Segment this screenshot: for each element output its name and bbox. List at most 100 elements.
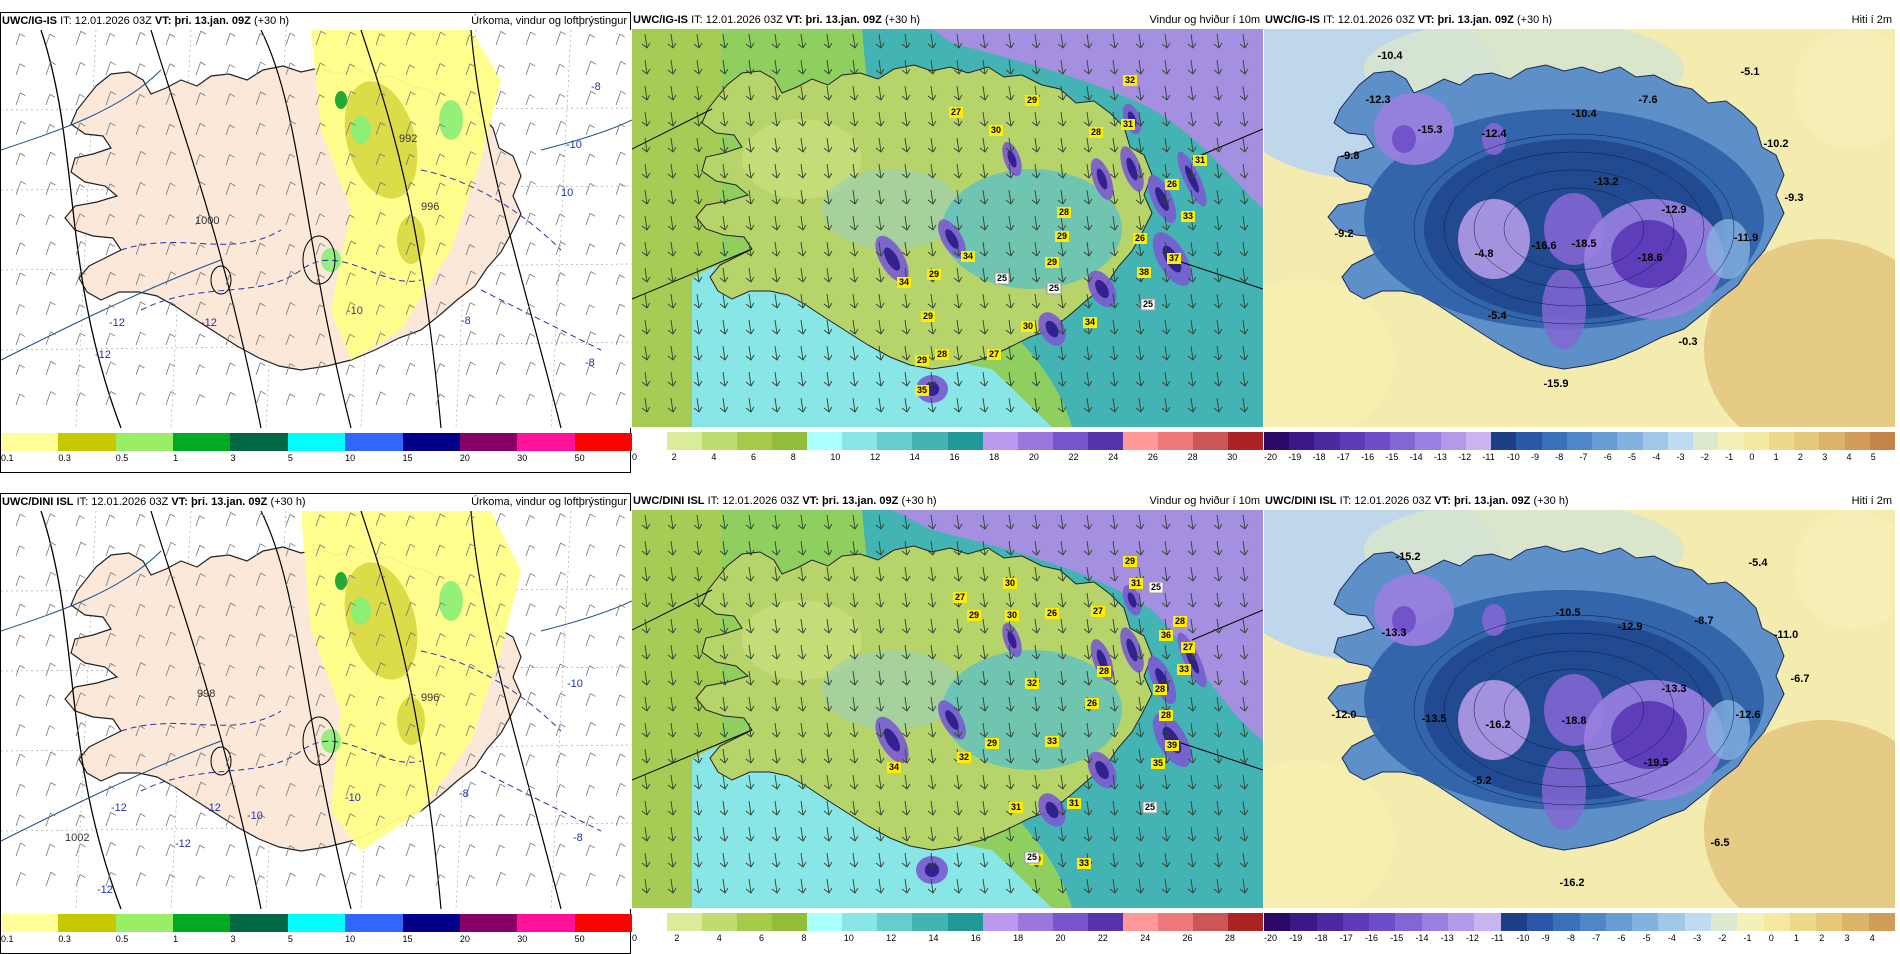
legend-tick-label: 2: [671, 452, 677, 462]
legend-swatch: [115, 914, 174, 932]
temperature-label: -13.3: [1381, 627, 1406, 639]
legend-tick-label: 1: [173, 453, 179, 463]
contour-label: -8: [459, 788, 469, 800]
legend-swatch: [287, 433, 346, 451]
legend-tick-label: 0.3: [58, 934, 71, 944]
legend-swatch: [1122, 913, 1159, 931]
wind-gust-label: 35: [1151, 758, 1165, 769]
legend-swatch: [459, 433, 518, 451]
svg-text:37: 37: [1169, 253, 1179, 263]
temperature-label: -7.6: [1639, 94, 1658, 106]
legend-tick-label: -19: [1288, 452, 1302, 462]
svg-text:26: 26: [1047, 608, 1057, 618]
legend-swatch: [1526, 913, 1554, 931]
map-canvas: -15.2 -5.4 -13.3 -8.7 -10.5 -12.9 -11.0 -12.0 -1…: [1264, 510, 1895, 908]
wind-gust-label: 29: [921, 311, 935, 322]
legend-tick-label: 5: [287, 453, 293, 463]
legend-tick-label: 26: [1182, 933, 1193, 943]
legend-swatch: [842, 432, 878, 450]
legend-swatch: [1157, 913, 1194, 931]
legend-tick-label: 5: [1870, 452, 1876, 462]
forecast-panel-wind: UWC/DINI ISL IT: 12.01.2026 03Z VT: þri.…: [632, 493, 1264, 954]
legend-swatch: [1541, 432, 1568, 450]
temperature-label: -19.5: [1643, 757, 1668, 769]
legend-tick-label: 0: [1768, 933, 1774, 943]
map-precip[interactable]: -10 -12 -12 -10 -8 -8 1002 998 -12 -10 996 -12: [1, 511, 632, 909]
legend-swatch: [807, 913, 843, 931]
legend-swatch: [574, 914, 633, 932]
legend-tick-label: 10: [345, 934, 356, 944]
legend-tick-label: 22: [1068, 452, 1079, 462]
map-temp[interactable]: -15.2 -5.4 -13.3 -8.7 -10.5 -12.9 -11.0 -12.0 -1…: [1264, 510, 1895, 908]
legend-tick-label: -11: [1491, 933, 1504, 943]
legend-ticks: 0 2 4 6 8 10 12 14 16 18 20 22 24 26 28: [632, 933, 1263, 947]
svg-text:27: 27: [989, 349, 999, 359]
wind-gust-label: 25: [1148, 581, 1164, 594]
wind-gust-label: 34: [897, 277, 911, 288]
legend-tick-label: -11: [1482, 452, 1495, 462]
legend-tick-label: 30: [517, 453, 528, 463]
temperature-label: -13.2: [1593, 176, 1618, 188]
legend-tick-label: -2: [1718, 933, 1727, 943]
valid-time-label: VT:: [785, 14, 803, 26]
wind-gust-label: 27: [987, 349, 1001, 360]
legend-swatch: [877, 432, 913, 450]
map-wind[interactable]: 29 31 25 30 27 29 30 26 27 28 36 27 33 28 32 28 26 34 32 33…: [632, 510, 1263, 908]
valid-time-value: þri. 13.jan. 09Z: [805, 14, 882, 26]
legend-swatch: [1316, 913, 1344, 931]
wind-gust-label: 25: [1140, 298, 1156, 311]
svg-text:35: 35: [1153, 758, 1163, 768]
svg-text:25: 25: [1027, 852, 1037, 862]
legend-tick-label: 10: [830, 452, 841, 462]
legend-swatch: [1693, 432, 1719, 450]
temperature-label: -10.2: [1763, 138, 1788, 150]
valid-time-label: VT:: [154, 15, 172, 27]
temperature-label: -9.3: [1785, 192, 1804, 204]
legend-tick-label: -12: [1458, 452, 1472, 462]
wind-gust-label: 30: [1021, 321, 1035, 332]
svg-text:29: 29: [1027, 95, 1037, 105]
map-temp[interactable]: -10.4 -12.3 -15.3 -9.8 -12.4 -10.4 -7.6 -5.1 -10…: [1264, 29, 1895, 427]
legend-swatch: [1794, 432, 1820, 450]
svg-text:31: 31: [1011, 802, 1021, 812]
wind-gust-label: 34: [961, 251, 975, 262]
map-wind[interactable]: 32 27 29 30 28 31 31 26 33 28 34 29 34 29 25 26 37 38 29 30…: [632, 29, 1263, 427]
wind-gust-label: 32: [957, 752, 971, 763]
legend-swatch: [632, 432, 668, 450]
panel-title: Úrkoma, vindur og loftþrýstingur: [471, 15, 627, 27]
temperature-label: -18.8: [1561, 715, 1586, 727]
legend-swatch: [1642, 432, 1669, 450]
legend-swatch: [1264, 432, 1290, 450]
temperature-label: -12.9: [1617, 621, 1642, 633]
legend-tick-label: 3: [1844, 933, 1850, 943]
wind-gust-label: 29: [915, 355, 929, 366]
legend-tick-label: 2: [1819, 933, 1825, 943]
legend-tick-label: 0.1: [1, 453, 14, 463]
init-time-value: 12.01.2026 03Z: [722, 495, 800, 507]
contour-label: -10: [347, 305, 363, 317]
forecast-panel-precip: UWC/IG-IS IT: 12.01.2026 03Z VT: þri. 13…: [0, 12, 633, 473]
legend-tick-label: -3: [1676, 452, 1685, 462]
wind-gust-label: 31: [1009, 802, 1023, 813]
legend-swatch: [1516, 432, 1543, 450]
legend-ticks: 0 2 4 6 8 10 12 14 16 18 20 22 24 26 28 30: [632, 452, 1263, 466]
temperature-label: -16.6: [1531, 240, 1556, 252]
svg-text:27: 27: [1183, 642, 1193, 652]
wind-gust-label: 28: [1089, 127, 1103, 138]
temperature-label: -0.3: [1679, 336, 1698, 348]
legend-tick-label: -8: [1555, 452, 1564, 462]
legend-ticks: 0.1 0.3 0.5 1 3 5 10 15 20 30 50: [1, 934, 632, 948]
legend-tick-label: 1: [1773, 452, 1779, 462]
legend-tick-label: -9: [1541, 933, 1550, 943]
svg-text:31: 31: [1131, 578, 1141, 588]
map-canvas: -8 -10 -12 -12 -10 -8 -8 10 1000 996 992 -12: [1, 30, 632, 428]
legend-swatch: [1566, 432, 1593, 450]
legend-swatch: [1553, 913, 1580, 931]
wind-gust-label: 30: [1003, 578, 1017, 589]
temperature-label: -5.1: [1741, 66, 1760, 78]
lead-time: (+30 h): [901, 495, 937, 507]
map-precip[interactable]: -8 -10 -12 -12 -10 -8 -8 10 1000 996 992 -12: [1, 30, 632, 428]
temperature-label: -11.9: [1734, 232, 1758, 244]
legend-swatch: [1842, 913, 1870, 931]
init-time-value: 12.01.2026 03Z: [1354, 495, 1432, 507]
